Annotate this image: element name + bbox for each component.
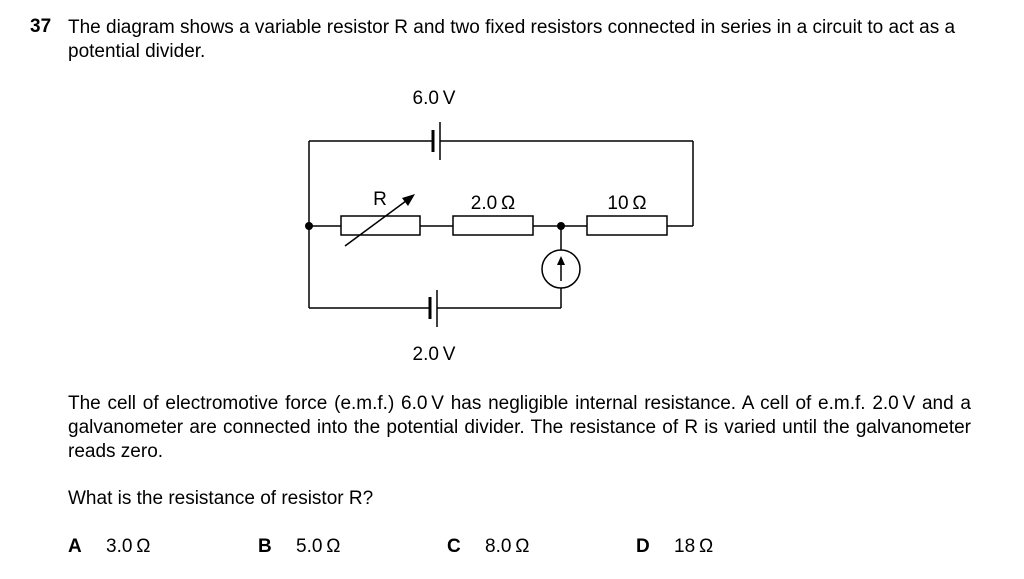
question-stem: The diagram shows a variable resistor R … <box>68 17 956 62</box>
galvanometer-arrow-head <box>557 256 565 265</box>
variable-resistor-label: R <box>373 189 387 210</box>
variable-resistor-body <box>340 215 421 236</box>
option-a-value: 3.0 Ω <box>106 536 151 557</box>
junction-dot-left <box>305 222 313 230</box>
question-paragraph: The cell of electromotive force (e.m.f.)… <box>68 393 971 462</box>
option-a: A 3.0 Ω <box>68 535 150 559</box>
option-c: C 8.0 Ω <box>447 535 529 559</box>
option-b-value: 5.0 Ω <box>296 536 341 557</box>
option-c-letter: C <box>447 536 461 557</box>
bottom-cell-label: 2.0 V <box>413 344 456 365</box>
variable-arrow-shaft <box>344 197 411 247</box>
option-d: D 18 Ω <box>636 535 713 559</box>
resistor-10ohm-body <box>586 215 668 236</box>
option-b: B 5.0 Ω <box>258 535 340 559</box>
circuit-diagram: 6.0 V 2.0 V R 2.0 Ω 10 Ω <box>305 88 694 365</box>
resistor-1-label: 2.0 Ω <box>471 193 515 214</box>
option-c-value: 8.0 Ω <box>485 536 530 557</box>
question-number: 37 <box>30 16 52 37</box>
resistor-2ohm-body <box>452 215 534 236</box>
option-b-letter: B <box>258 536 272 557</box>
variable-arrow-head <box>402 194 415 206</box>
top-cell-label: 6.0 V <box>413 88 456 109</box>
junction-dot-right <box>557 222 565 230</box>
question-prompt: What is the resistance of resistor R? <box>68 488 374 509</box>
option-a-letter: A <box>68 536 82 557</box>
option-d-value: 18 Ω <box>674 536 714 557</box>
option-d-letter: D <box>636 536 650 557</box>
resistor-2-label: 10 Ω <box>607 193 646 214</box>
